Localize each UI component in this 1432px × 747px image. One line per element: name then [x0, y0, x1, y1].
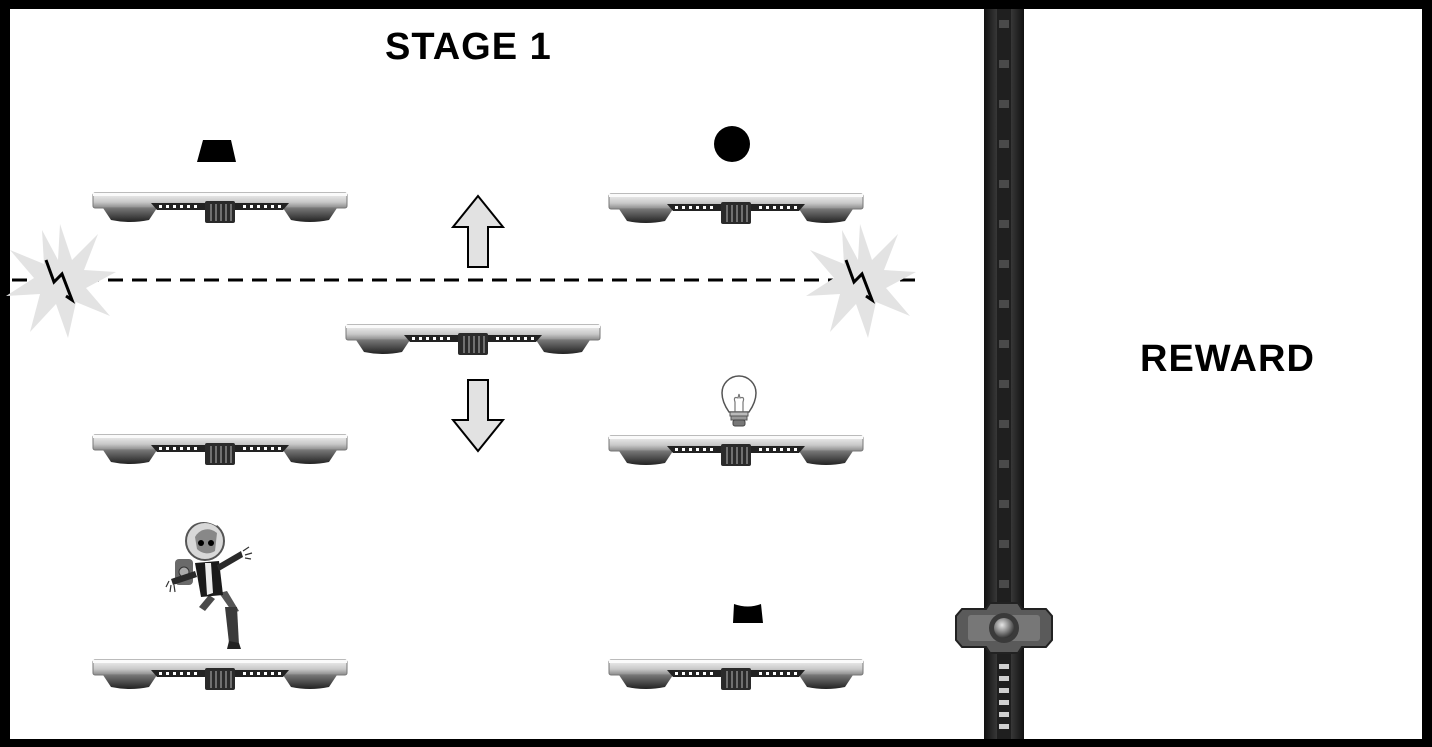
lightbulb-icon[interactable] — [721, 375, 757, 427]
reward-label: REWARD — [1140, 338, 1315, 380]
platform-bottom-left[interactable] — [92, 659, 348, 691]
slider-knob[interactable] — [955, 602, 1053, 654]
arrow-down-icon — [450, 379, 506, 453]
trapezoid-item[interactable] — [197, 140, 236, 162]
platform-middle-center[interactable] — [345, 324, 601, 356]
spark-burst-icon-right — [804, 222, 918, 340]
game-panel — [10, 9, 1422, 739]
stage-title: STAGE 1 — [385, 26, 552, 68]
circle-item[interactable] — [714, 126, 750, 162]
platform-bottom-right[interactable] — [608, 659, 864, 691]
platform-lower-right[interactable] — [608, 435, 864, 467]
astronaut-character[interactable] — [165, 520, 253, 649]
platform-top-left[interactable] — [92, 192, 348, 224]
platform-lower-left[interactable] — [92, 434, 348, 466]
platform-top-right[interactable] — [608, 193, 864, 225]
arrow-up-icon — [450, 194, 506, 268]
inverted-trapezoid-item[interactable] — [733, 604, 763, 623]
